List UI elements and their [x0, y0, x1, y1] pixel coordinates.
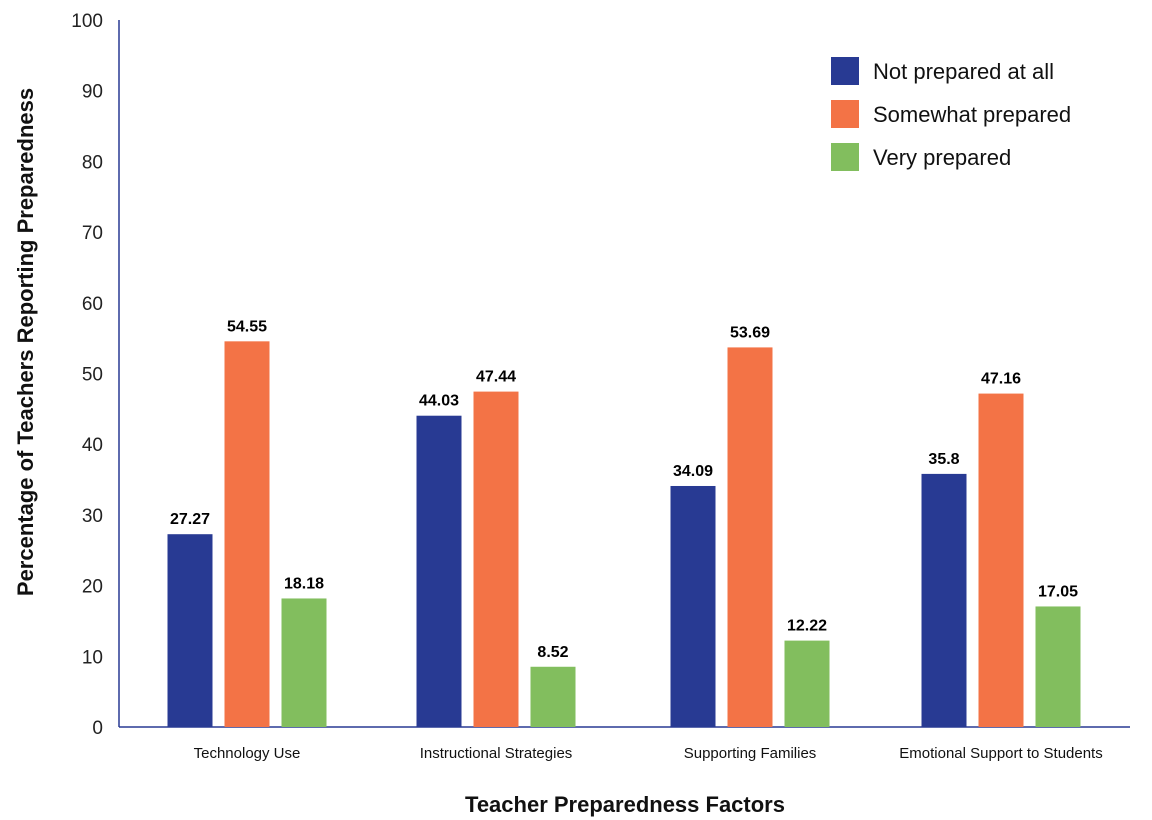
bar: [978, 393, 1024, 727]
data-label: 8.52: [537, 644, 568, 661]
data-label: 44.03: [419, 393, 459, 410]
y-tick-label: 100: [71, 11, 103, 32]
legend-label: Not prepared at all: [873, 59, 1054, 84]
legend-label: Very prepared: [873, 145, 1011, 170]
y-tick-label: 30: [82, 506, 103, 527]
x-tick-label: Supporting Families: [684, 745, 817, 762]
x-axis-ticks: Technology Use Instructional Strategies Su…: [194, 745, 1103, 762]
legend-swatch: [831, 100, 859, 128]
bar: [784, 640, 830, 727]
legend-label: Somewhat prepared: [873, 102, 1071, 127]
y-tick-label: 40: [82, 435, 103, 456]
y-tick-label: 70: [82, 223, 103, 244]
bar: [224, 341, 270, 727]
x-axis-title: Teacher Preparedness Factors: [465, 792, 785, 817]
y-tick-label: 20: [82, 577, 103, 598]
bars: [167, 341, 1081, 727]
bar: [167, 534, 213, 727]
y-axis-title: Percentage of Teachers Reporting Prepare…: [13, 88, 38, 596]
x-tick-label: Emotional Support to Students: [899, 745, 1102, 762]
y-tick-label: 60: [82, 294, 103, 315]
bar: [1035, 606, 1081, 727]
data-label: 18.18: [284, 575, 324, 592]
y-tick-label: 90: [82, 82, 103, 103]
data-label: 47.16: [981, 371, 1021, 388]
y-tick-label: 80: [82, 152, 103, 173]
data-label: 35.8: [928, 451, 959, 468]
bar: [921, 473, 967, 727]
y-axis-ticks: 0 10 20 30 40 50 60 70 80 90 100: [71, 11, 103, 739]
data-label: 53.69: [730, 324, 770, 341]
bar: [416, 415, 462, 727]
y-tick-label: 0: [92, 718, 103, 739]
y-tick-label: 50: [82, 365, 103, 386]
legend-swatch: [831, 143, 859, 171]
data-label: 34.09: [673, 463, 713, 480]
bar: [727, 347, 773, 727]
value-labels: 27.27 54.55 18.18 44.03 47.44 8.52 34.09 53.69 1…: [170, 318, 1078, 660]
bar: [530, 666, 576, 727]
x-tick-label: Technology Use: [194, 745, 301, 762]
x-tick-label: Instructional Strategies: [420, 745, 573, 762]
bar: [473, 391, 519, 727]
data-label: 54.55: [227, 318, 267, 335]
bar: [281, 598, 327, 727]
y-tick-label: 10: [82, 647, 103, 668]
data-label: 17.05: [1038, 583, 1078, 600]
data-label: 47.44: [476, 369, 516, 386]
data-label: 27.27: [170, 511, 210, 528]
legend: Not prepared at all Somewhat prepared Very…: [831, 57, 1071, 171]
bar: [670, 485, 716, 727]
legend-swatch: [831, 57, 859, 85]
data-label: 12.22: [787, 618, 827, 635]
